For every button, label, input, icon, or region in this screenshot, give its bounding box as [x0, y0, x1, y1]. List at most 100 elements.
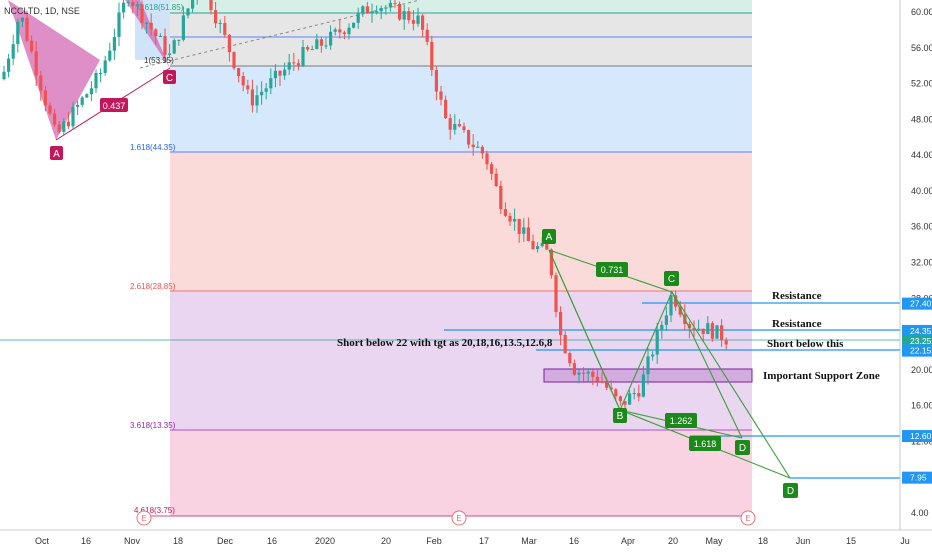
candle-body	[572, 363, 576, 375]
candle-body	[108, 50, 112, 61]
candle-body	[664, 315, 668, 325]
candle-body	[191, 0, 195, 9]
candle-body	[241, 76, 245, 86]
time-axis-bg	[0, 530, 932, 550]
y-tick-label: 60.00	[911, 7, 932, 17]
price-tag-label: 7.95	[910, 473, 927, 483]
right-ratio-1262: 1.262	[670, 416, 693, 426]
candle-body	[269, 78, 273, 89]
candle-body	[99, 72, 103, 74]
candle-body	[301, 47, 305, 66]
candle-body	[411, 20, 415, 24]
candle-body	[227, 34, 231, 53]
candle-body	[384, 7, 388, 9]
event-markers[interactable]: E E E	[136, 510, 756, 526]
price-tag-bg	[902, 344, 932, 357]
candle-body	[609, 387, 613, 390]
y-tick-label: 56.00	[911, 43, 932, 53]
event-marker-2: E	[456, 514, 461, 523]
candle-body	[430, 41, 434, 71]
y-tick-label: 44.00	[911, 150, 932, 160]
fib-zone-red	[170, 152, 752, 291]
candle-body	[421, 15, 425, 30]
price-tag-label: 12.60	[910, 431, 932, 441]
candle-body	[591, 371, 595, 377]
fib-label-3618: 3.618(13.35)	[130, 421, 176, 430]
candle-body	[103, 60, 107, 73]
candle-body	[605, 382, 609, 388]
x-tick-label: Jun	[796, 536, 811, 546]
candle-body	[140, 4, 144, 23]
candle-body	[563, 334, 567, 354]
candle-body	[273, 70, 277, 79]
fib-label-4618: 4.618(3.75)	[134, 506, 175, 515]
right-harmonic-labels: A B C D D 0.731 1.262 1.618	[542, 229, 798, 498]
fib-zone-green	[170, 0, 752, 13]
candle-body	[131, 2, 135, 6]
candle-body	[250, 89, 254, 106]
candle-body	[342, 32, 346, 35]
candle-body	[554, 275, 558, 312]
candle-body	[568, 353, 572, 364]
right-point-a: A	[546, 232, 553, 243]
candle-body	[522, 227, 526, 234]
candle-body	[260, 91, 264, 96]
candle-body	[324, 45, 328, 47]
candle-body	[526, 227, 530, 242]
candle-body	[536, 246, 540, 250]
candle-body	[600, 381, 604, 383]
annotation-short-below-this: Short below this	[767, 338, 844, 350]
candle-body	[715, 325, 719, 339]
candle-body	[209, 0, 213, 11]
y-tick-label: 32.00	[911, 258, 932, 268]
y-tick-label: 4.00	[911, 508, 929, 518]
candle-body	[255, 95, 259, 106]
candle-body	[595, 376, 599, 382]
candle-body	[402, 11, 406, 20]
candle-body	[457, 124, 461, 127]
candle-body	[467, 130, 471, 145]
left-point-c: C	[166, 73, 173, 84]
candle-body	[145, 22, 149, 24]
candle-body	[706, 323, 710, 334]
fib-label-1: 1(53.95)	[144, 56, 174, 65]
candle-body	[39, 75, 43, 91]
candle-body	[71, 106, 75, 127]
fib-lines	[140, 12, 752, 517]
candle-body	[388, 2, 392, 8]
fib-zone-pink	[170, 430, 752, 516]
candle-body	[34, 51, 38, 76]
candle-body	[48, 105, 52, 114]
candle-body	[177, 39, 181, 41]
candle-body	[264, 88, 268, 92]
candle-body	[25, 17, 29, 41]
candle-body	[632, 392, 636, 394]
x-tick-label: Dec	[217, 536, 234, 546]
candle-body	[62, 121, 66, 132]
candle-body	[476, 146, 480, 148]
fib-labels: 0.618(51.85) 1(53.95) 1.618(44.35) 2.618…	[130, 3, 184, 515]
x-tick-label: 16	[267, 536, 277, 546]
x-tick-label: Apr	[621, 536, 635, 546]
x-axis-ticks: Oct 16 Nov 18 Dec 16 2020 20 Feb 17 Mar 16 Apr 20 May 1…	[35, 536, 910, 546]
price-tag-label: 23.25	[910, 336, 932, 346]
candle-body	[66, 121, 70, 127]
candle-body	[398, 3, 402, 20]
candle-body	[614, 389, 618, 397]
annotation-resistance-2: Resistance	[772, 318, 822, 330]
candle-body	[181, 15, 185, 40]
y-tick-label: 20.00	[911, 365, 932, 375]
candle-body	[16, 21, 20, 45]
candle-body	[154, 29, 158, 37]
x-tick-label: Mar	[521, 536, 537, 546]
candle-body	[7, 58, 11, 72]
candle-body	[375, 11, 379, 13]
candle-body	[540, 243, 544, 247]
candle-body	[646, 356, 650, 375]
candle-body	[582, 372, 586, 374]
right-point-b: B	[617, 411, 624, 422]
left-harmonic-labels: A C 0.437	[50, 70, 176, 160]
candle-body	[168, 53, 172, 55]
